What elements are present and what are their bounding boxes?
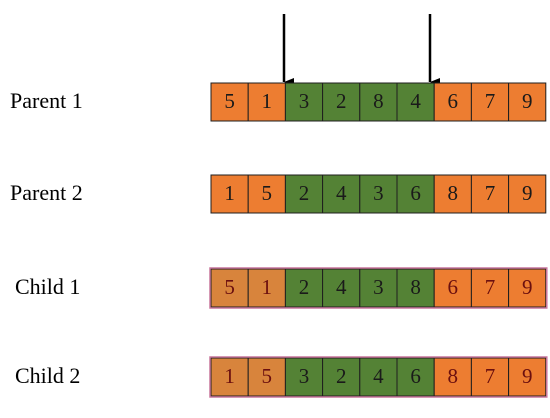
gene-value: 9 [522,89,533,113]
gene-value: 3 [373,275,384,299]
gene-cell [247,82,286,122]
gene-value: 4 [336,275,347,299]
gene-cell [210,357,249,397]
gene-cell [396,82,435,122]
gene-value: 1 [224,364,235,388]
gene-cell [396,268,435,308]
gene-cell [359,174,398,214]
gene-cell [396,174,435,214]
gene-cell [433,174,472,214]
row-label: Child 1 [15,274,80,299]
gene-cell [359,268,398,308]
gene-value: 7 [485,275,496,299]
gene-value: 8 [373,89,384,113]
gene-cell [470,268,510,308]
child-outline [209,267,548,309]
row-label: Child 2 [15,363,80,388]
gene-cell [359,357,398,397]
gene-cell [284,82,324,122]
gene-value: 4 [410,89,421,113]
gene-value: 1 [224,181,235,205]
gene-value: 7 [485,181,496,205]
gene-value: 6 [448,89,459,113]
gene-cell [470,174,510,214]
gene-value: 6 [410,364,421,388]
gene-value: 5 [224,275,235,299]
gene-cell [508,82,547,122]
gene-cell [433,82,472,122]
gene-value: 3 [373,181,384,205]
gene-value: 8 [448,364,459,388]
gene-value: 1 [262,275,273,299]
gene-value: 8 [448,181,459,205]
gene-cell [322,357,361,397]
gene-value: 2 [299,275,310,299]
gene-cell [508,268,547,308]
gene-cell [322,268,361,308]
gene-value: 2 [336,89,347,113]
gene-value: 1 [262,89,273,113]
gene-cell [396,357,435,397]
gene-value: 3 [299,89,310,113]
gene-value: 9 [522,181,533,205]
gene-value: 5 [224,89,235,113]
gene-value: 8 [410,275,421,299]
row-label: Parent 1 [10,88,83,113]
gene-cell [247,174,286,214]
row-label: Parent 2 [10,180,83,205]
gene-cell [508,357,547,397]
gene-value: 2 [299,181,310,205]
gene-value: 5 [262,181,273,205]
gene-value: 2 [336,364,347,388]
gene-value: 4 [336,181,347,205]
gene-value: 7 [485,364,496,388]
gene-cell [210,174,249,214]
gene-value: 4 [373,364,384,388]
gene-cell [322,82,361,122]
gene-value: 7 [485,89,496,113]
gene-value: 6 [448,275,459,299]
gene-cell [470,357,510,397]
gene-cell [247,357,286,397]
gene-value: 9 [522,364,533,388]
gene-cell [433,357,472,397]
gene-cell [284,268,324,308]
gene-value: 6 [410,181,421,205]
gene-cell [247,268,286,308]
rows: Parent 1 5 1 3 2 8 4 6 7 9 Parent 2 1 5 2 4 3 6 8 7 9 Child … [10,82,548,398]
child-outline [209,356,548,398]
gene-value: 9 [522,275,533,299]
gene-cell [470,82,510,122]
gene-value: 5 [262,364,273,388]
gene-value: 3 [299,364,310,388]
gene-cell [508,174,547,214]
gene-cell [284,174,324,214]
